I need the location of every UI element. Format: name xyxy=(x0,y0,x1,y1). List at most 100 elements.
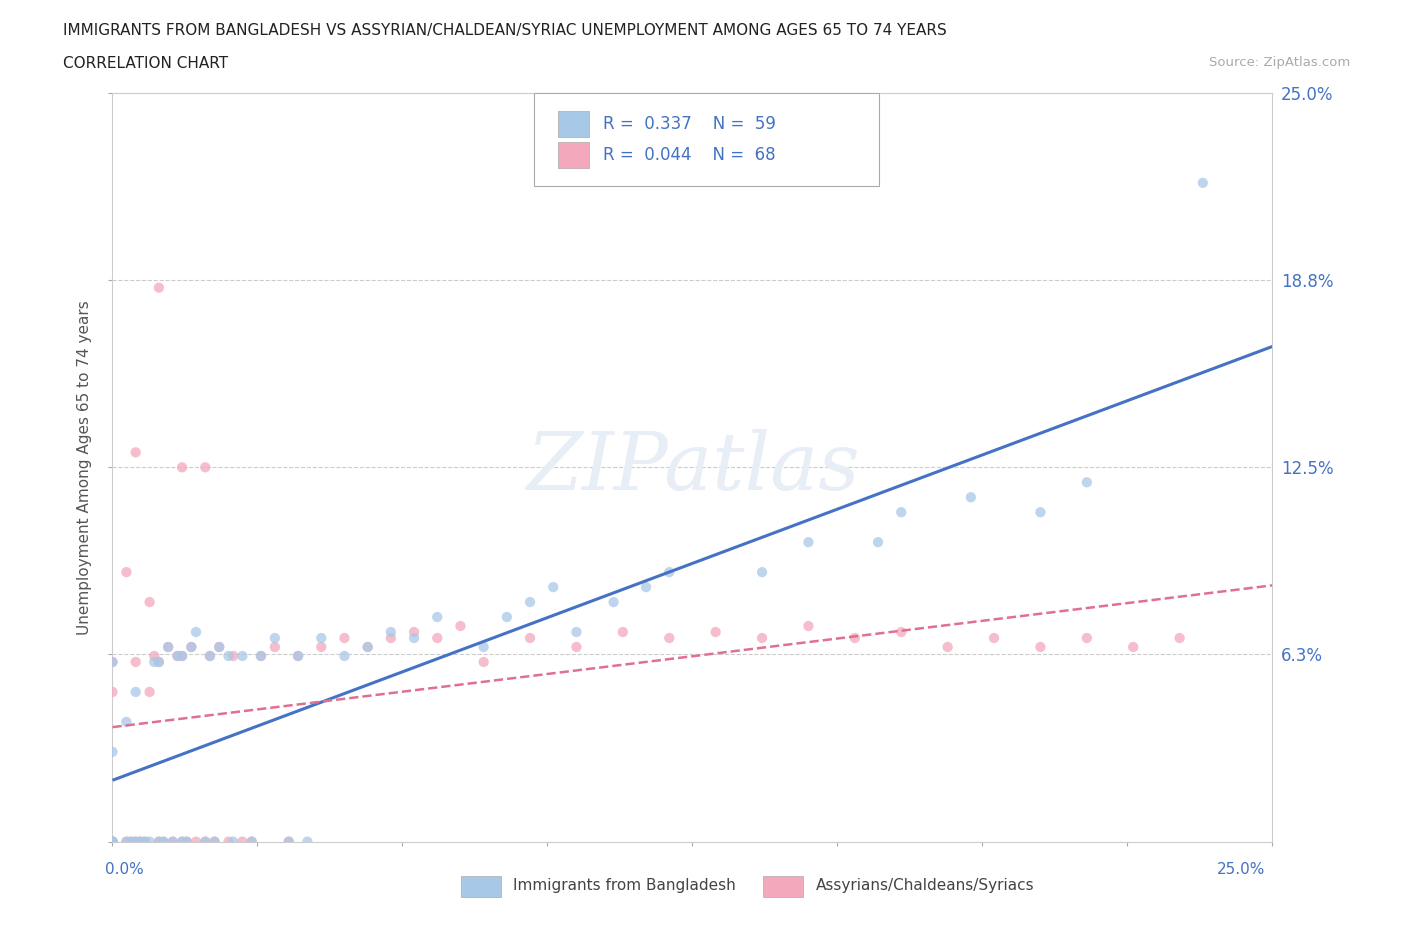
Point xyxy=(565,640,588,655)
Text: 25.0%: 25.0% xyxy=(1218,862,1265,877)
Point xyxy=(176,834,198,849)
Text: 0.0%: 0.0% xyxy=(105,862,145,877)
Point xyxy=(194,834,217,849)
Point xyxy=(1168,631,1191,645)
Point xyxy=(172,834,194,849)
Point xyxy=(277,834,299,849)
Point xyxy=(519,594,541,609)
Point xyxy=(380,631,402,645)
Point xyxy=(704,625,727,640)
Point xyxy=(472,640,495,655)
Point xyxy=(565,625,588,640)
Point xyxy=(101,655,124,670)
Point xyxy=(309,631,333,645)
Point xyxy=(184,625,207,640)
Point xyxy=(658,565,681,579)
Point xyxy=(204,834,226,849)
Point xyxy=(198,648,221,663)
Point xyxy=(124,834,148,849)
Point xyxy=(162,834,184,849)
Point xyxy=(152,834,174,849)
Point xyxy=(172,460,194,475)
Point xyxy=(148,280,170,295)
Point xyxy=(426,610,449,625)
Point xyxy=(101,834,124,849)
Point xyxy=(333,648,356,663)
Point xyxy=(204,834,226,849)
Point xyxy=(172,648,194,663)
Point xyxy=(1029,505,1052,520)
Point xyxy=(751,565,773,579)
Point xyxy=(543,579,565,594)
Point xyxy=(250,648,273,663)
Point xyxy=(1076,631,1098,645)
Point xyxy=(250,648,273,663)
Point xyxy=(983,631,1005,645)
Point xyxy=(162,834,184,849)
Point xyxy=(138,594,160,609)
Point xyxy=(148,834,170,849)
Point xyxy=(194,460,217,475)
Text: IMMIGRANTS FROM BANGLADESH VS ASSYRIAN/CHALDEAN/SYRIAC UNEMPLOYMENT AMONG AGES 6: IMMIGRANTS FROM BANGLADESH VS ASSYRIAN/C… xyxy=(63,23,948,38)
Point xyxy=(658,631,681,645)
Point xyxy=(101,834,124,849)
Point xyxy=(101,655,124,670)
Point xyxy=(152,834,174,849)
Point xyxy=(124,684,148,699)
Text: Source: ZipAtlas.com: Source: ZipAtlas.com xyxy=(1209,56,1350,69)
Point xyxy=(157,640,180,655)
Point xyxy=(176,834,198,849)
Text: Assyrians/Chaldeans/Syriacs: Assyrians/Chaldeans/Syriacs xyxy=(815,878,1033,893)
Point xyxy=(124,834,148,849)
Point xyxy=(101,744,124,759)
Point xyxy=(138,834,160,849)
Point xyxy=(129,834,152,849)
Point xyxy=(134,834,156,849)
Point xyxy=(166,648,188,663)
Point xyxy=(844,631,866,645)
Point xyxy=(1192,176,1215,191)
Point xyxy=(115,565,138,579)
Point xyxy=(148,834,170,849)
Point xyxy=(115,834,138,849)
Point xyxy=(231,648,253,663)
Point xyxy=(172,648,194,663)
Point xyxy=(890,625,912,640)
Point xyxy=(138,684,160,699)
Text: Immigrants from Bangladesh: Immigrants from Bangladesh xyxy=(513,878,735,893)
Point xyxy=(231,834,253,849)
Point xyxy=(218,648,240,663)
Point xyxy=(166,648,188,663)
Point xyxy=(472,655,495,670)
Point xyxy=(101,834,124,849)
Point xyxy=(277,834,299,849)
Point xyxy=(426,631,449,645)
Point xyxy=(287,648,309,663)
Point xyxy=(143,655,166,670)
Point xyxy=(264,631,287,645)
Point xyxy=(636,579,658,594)
Point xyxy=(240,834,263,849)
Point xyxy=(101,834,124,849)
Point xyxy=(1122,640,1144,655)
Point xyxy=(101,834,124,849)
Point xyxy=(357,640,380,655)
Point xyxy=(380,625,402,640)
Point xyxy=(148,655,170,670)
Point xyxy=(751,631,773,645)
Point xyxy=(797,535,820,550)
Point xyxy=(134,834,156,849)
Point xyxy=(450,618,472,633)
Point xyxy=(115,714,138,729)
Point xyxy=(124,445,148,459)
Point xyxy=(404,631,426,645)
Point xyxy=(101,834,124,849)
Point xyxy=(287,648,309,663)
Point xyxy=(124,655,148,670)
Point xyxy=(797,618,820,633)
Point xyxy=(208,640,231,655)
Point xyxy=(101,834,124,849)
Text: CORRELATION CHART: CORRELATION CHART xyxy=(63,56,228,71)
Point xyxy=(115,834,138,849)
Point xyxy=(519,631,541,645)
